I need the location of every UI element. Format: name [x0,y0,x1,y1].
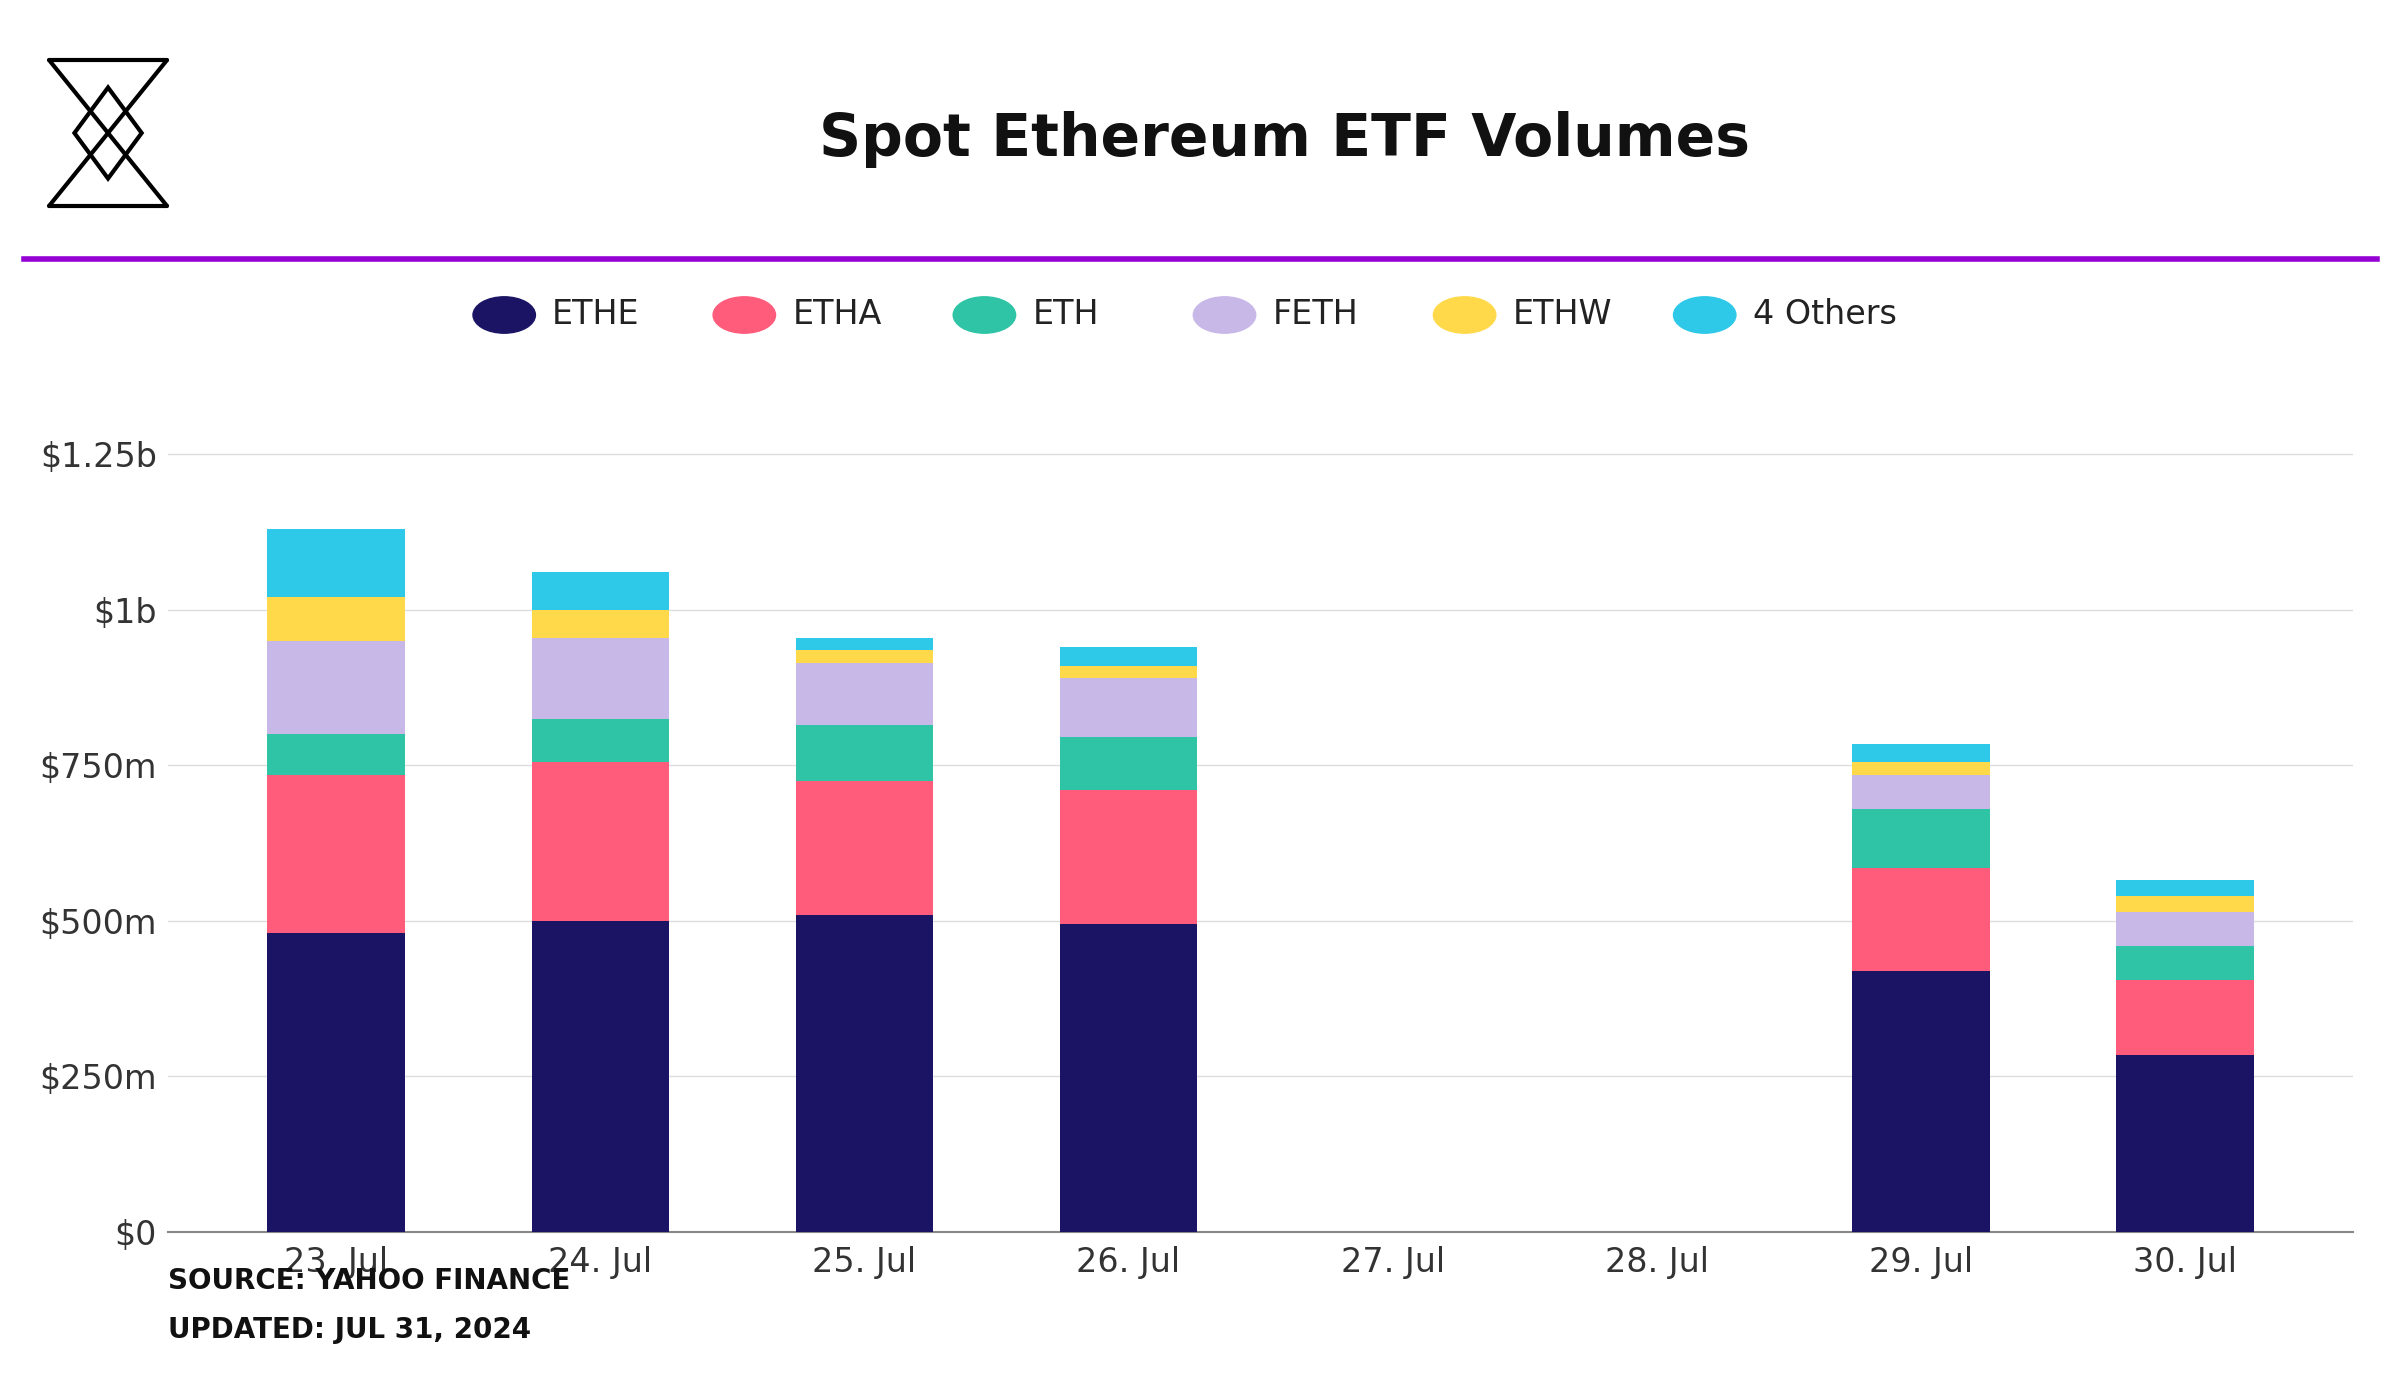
Bar [2115,946,2255,980]
Bar [531,921,670,1232]
Bar [1851,762,1990,774]
Bar [1851,743,1990,762]
Bar [1059,738,1198,790]
Bar [267,641,406,734]
Text: UPDATED: JUL 31, 2024: UPDATED: JUL 31, 2024 [168,1316,531,1344]
Bar [531,610,670,638]
Bar [1059,924,1198,1232]
Bar [795,914,934,1232]
Text: ETHA: ETHA [792,298,881,332]
Bar [2115,896,2255,911]
Bar [267,734,406,774]
Bar [2115,1054,2255,1232]
Bar [2115,881,2255,896]
Bar [2115,911,2255,946]
Bar [795,662,934,725]
Bar [267,598,406,641]
Bar [1059,678,1198,738]
Bar [531,718,670,762]
Text: ETHW: ETHW [1513,298,1611,332]
Bar [795,650,934,662]
Text: ETHE: ETHE [552,298,639,332]
Bar [267,529,406,598]
Bar [1851,868,1990,970]
Bar [531,762,670,921]
Text: Spot Ethereum ETF Volumes: Spot Ethereum ETF Volumes [819,112,1750,168]
Bar [2115,980,2255,1054]
Bar [795,638,934,650]
Bar [1851,809,1990,868]
Bar [795,725,934,781]
Bar [795,781,934,914]
Bar [531,573,670,610]
Bar [1851,970,1990,1232]
Bar [1059,790,1198,924]
Bar [531,638,670,718]
Text: ETH: ETH [1032,298,1100,332]
Text: FETH: FETH [1273,298,1359,332]
Bar [1851,774,1990,809]
Bar [267,774,406,934]
Bar [1059,647,1198,666]
Text: SOURCE: YAHOO FINANCE: SOURCE: YAHOO FINANCE [168,1267,571,1295]
Bar [1059,666,1198,678]
Text: 4 Others: 4 Others [1753,298,1897,332]
Bar [267,934,406,1232]
